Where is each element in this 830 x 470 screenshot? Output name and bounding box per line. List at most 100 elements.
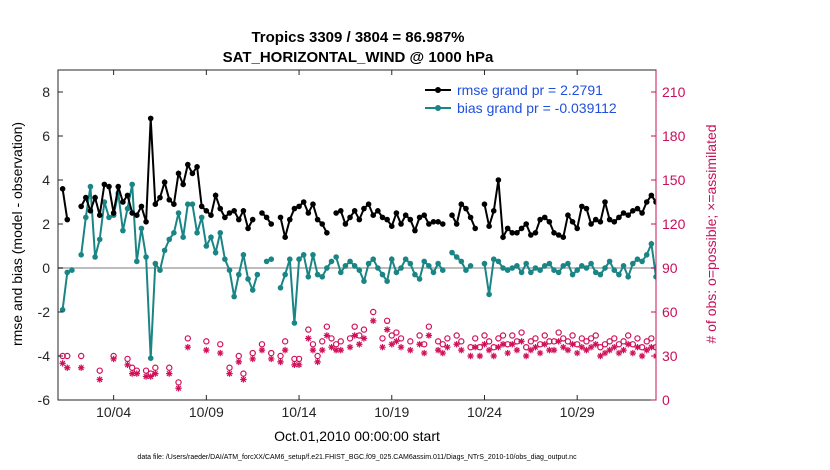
y-left-tick-label: 2 <box>42 216 50 232</box>
obs-assimilated-marker <box>560 344 567 351</box>
obs-possible-marker <box>518 329 525 336</box>
obs-possible-marker <box>495 335 502 342</box>
obs-possible-marker <box>527 338 535 345</box>
obs-possible-marker <box>124 355 131 363</box>
y-left-tick-label: -6 <box>38 392 51 408</box>
rmse-marker <box>583 205 590 212</box>
rmse-marker <box>310 201 316 207</box>
rmse-marker <box>546 219 553 225</box>
rmse-marker <box>388 223 395 229</box>
obs-assimilated-marker <box>620 346 627 354</box>
obs-assimilated-marker <box>606 346 613 354</box>
obs-assimilated-marker <box>407 346 414 354</box>
rmse-marker <box>231 208 237 214</box>
bias-marker <box>606 258 613 265</box>
obs-assimilated-marker <box>142 373 150 380</box>
rmse-marker <box>453 221 460 227</box>
rmse-marker <box>342 221 349 227</box>
bias-marker <box>504 267 511 274</box>
rmse-marker <box>597 219 604 225</box>
obs-assimilated-marker <box>421 349 428 357</box>
bias-marker <box>439 267 446 274</box>
y-right-tick-label: 30 <box>662 348 678 364</box>
obs-possible-marker <box>249 349 256 357</box>
y-right-tick-label: 180 <box>662 128 686 144</box>
rmse-marker <box>588 221 594 227</box>
bias-marker <box>208 234 214 240</box>
obs-possible-marker <box>96 367 103 374</box>
obs-assimilated-marker <box>583 346 590 354</box>
rmse-marker <box>449 212 455 218</box>
obs-possible-marker <box>587 335 595 342</box>
obs-assimilated-marker <box>64 364 71 371</box>
bias-marker <box>263 258 270 265</box>
bias-marker <box>393 269 400 276</box>
obs-possible-marker <box>648 335 655 342</box>
rmse-marker <box>277 214 284 221</box>
bias-marker <box>361 278 367 285</box>
bias-marker <box>78 252 84 258</box>
rmse-marker <box>101 181 108 188</box>
rmse-marker <box>161 179 168 185</box>
obs-possible-marker <box>337 338 344 345</box>
obs-possible-marker <box>142 367 150 374</box>
y-axis-label-left: rmse and bias (model - observation) <box>9 122 25 346</box>
rmse-marker <box>106 183 112 190</box>
rmse-marker <box>240 208 247 214</box>
obs-possible-marker <box>277 352 284 360</box>
obs-possible-marker <box>611 335 618 342</box>
obs-assimilated-marker <box>536 349 544 357</box>
bias-marker <box>625 274 631 280</box>
obs-assimilated-marker <box>634 344 641 351</box>
obs-possible-marker <box>532 335 539 342</box>
obs-assimilated-marker <box>319 346 326 354</box>
bias-marker <box>212 249 219 256</box>
obs-assimilated-marker <box>467 352 474 360</box>
obs-possible-marker <box>268 349 275 357</box>
bias-marker <box>166 236 173 243</box>
y-left-tick-label: 4 <box>42 172 50 188</box>
rmse-marker <box>541 214 548 221</box>
x-tick-label: 10/24 <box>467 404 502 420</box>
obs-possible-marker <box>393 329 400 336</box>
obs-assimilated-marker <box>555 338 562 345</box>
obs-assimilated-marker <box>291 361 298 368</box>
obs-possible-marker <box>128 364 136 371</box>
obs-assimilated-marker <box>444 344 451 351</box>
obs-assimilated-marker <box>277 358 284 366</box>
rmse-marker <box>249 216 256 223</box>
obs-possible-marker <box>569 332 576 339</box>
obs-assimilated-marker <box>332 346 340 354</box>
obs-assimilated-marker <box>393 338 400 345</box>
rmse-marker <box>120 199 126 205</box>
rmse-marker <box>319 221 326 227</box>
rmse-marker <box>537 216 543 223</box>
obs-possible-marker <box>407 338 414 345</box>
obs-assimilated-marker <box>532 344 539 351</box>
bias-marker <box>134 258 140 265</box>
bias-marker <box>602 265 608 271</box>
rmse-marker <box>268 221 275 227</box>
rmse-marker <box>208 212 214 218</box>
obs-assimilated-marker <box>305 335 312 342</box>
obs-assimilated-marker <box>453 341 460 348</box>
rmse-marker <box>235 216 242 223</box>
rmse-marker <box>171 201 177 207</box>
rmse-marker <box>300 199 307 205</box>
rmse-marker <box>124 192 131 199</box>
obs-possible-marker <box>166 364 173 371</box>
rmse-marker <box>407 216 414 223</box>
obs-assimilated-marker <box>379 344 386 351</box>
y-right-tick-label: 150 <box>662 172 686 188</box>
x-axis-label: Oct.01,2010 00:00:00 start <box>274 428 440 444</box>
obs-possible-marker <box>444 335 451 342</box>
bias-marker <box>514 263 520 269</box>
obs-assimilated-marker <box>77 364 85 371</box>
rmse-marker <box>532 230 539 236</box>
obs-possible-marker <box>458 338 465 345</box>
obs-possible-marker <box>509 332 516 339</box>
rmse-marker <box>643 199 650 205</box>
rmse-marker <box>370 212 377 218</box>
obs-possible-marker <box>583 338 590 345</box>
bias-marker <box>129 181 135 188</box>
